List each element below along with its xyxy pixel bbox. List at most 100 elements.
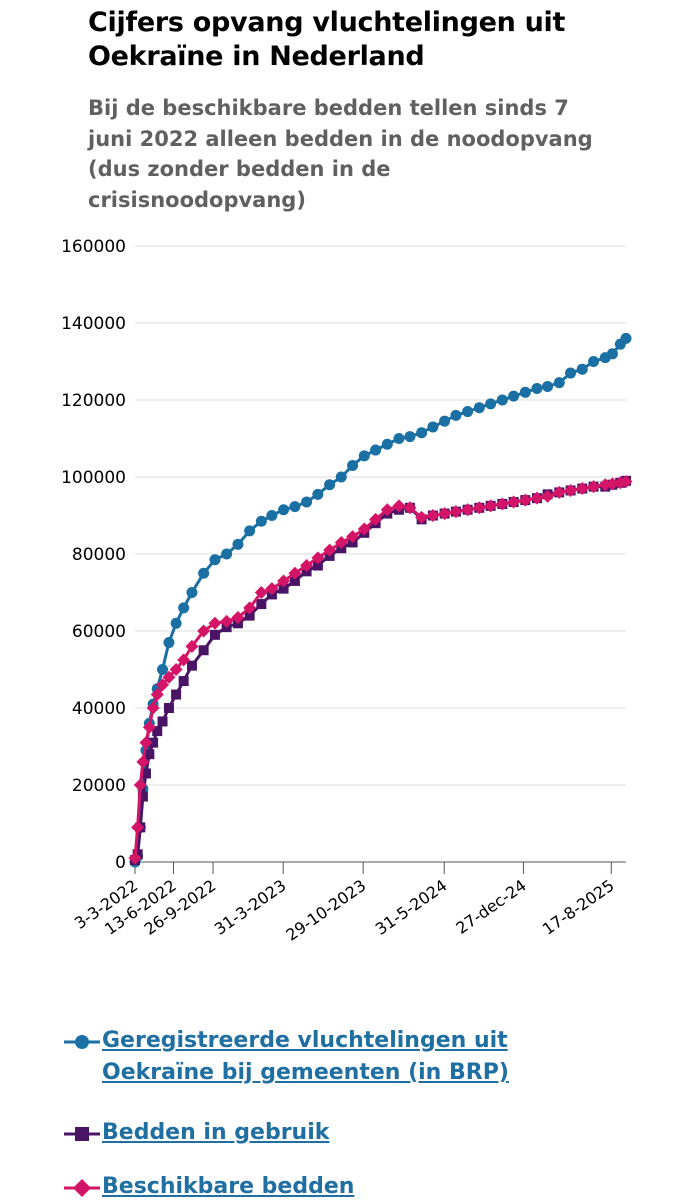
data-point-available-beds bbox=[162, 670, 176, 684]
legend-label-beds-in-use[interactable]: Bedden in gebruik bbox=[102, 1120, 330, 1145]
data-point-registered-refugees bbox=[278, 504, 290, 516]
data-point-registered-refugees bbox=[381, 438, 393, 450]
data-point-available-beds bbox=[265, 582, 279, 596]
y-tick-label: 120000 bbox=[61, 391, 126, 411]
data-point-available-beds bbox=[197, 624, 211, 638]
legend-item-available-beds[interactable]: Beschikbare bedden bbox=[62, 1171, 542, 1203]
data-point-available-beds bbox=[208, 616, 222, 630]
data-point-registered-refugees bbox=[565, 367, 577, 379]
y-tick-label: 100000 bbox=[61, 468, 126, 488]
data-point-registered-refugees bbox=[232, 538, 244, 550]
data-point-registered-refugees bbox=[301, 496, 313, 508]
data-point-registered-refugees bbox=[542, 381, 554, 393]
data-point-available-beds bbox=[334, 535, 348, 549]
data-point-available-beds bbox=[619, 475, 633, 489]
data-point-available-beds bbox=[136, 755, 150, 769]
data-point-available-beds bbox=[449, 505, 463, 519]
legend-label-available-beds[interactable]: Beschikbare bedden bbox=[102, 1174, 355, 1199]
data-point-registered-refugees bbox=[588, 356, 600, 367]
data-point-registered-refugees bbox=[186, 587, 198, 598]
y-tick-label: 160000 bbox=[61, 237, 126, 257]
data-point-available-beds bbox=[357, 522, 371, 536]
legend-square-marker-icon bbox=[64, 1127, 100, 1141]
data-point-registered-refugees bbox=[266, 510, 278, 521]
data-point-available-beds bbox=[541, 489, 555, 503]
data-point-available-beds bbox=[169, 663, 183, 676]
data-point-available-beds bbox=[277, 574, 291, 588]
data-point-available-beds bbox=[346, 530, 360, 544]
data-point-registered-refugees bbox=[255, 515, 267, 527]
data-point-available-beds bbox=[150, 688, 164, 702]
data-point-beds-in-use bbox=[312, 560, 323, 571]
data-point-available-beds bbox=[131, 820, 145, 834]
data-point-available-beds bbox=[254, 586, 268, 599]
data-point-registered-refugees bbox=[462, 406, 474, 418]
data-point-available-beds bbox=[530, 491, 544, 505]
data-point-beds-in-use bbox=[244, 610, 255, 621]
data-point-registered-refugees bbox=[393, 433, 405, 444]
data-point-beds-in-use bbox=[256, 599, 267, 610]
data-point-available-beds bbox=[564, 483, 578, 497]
data-point-available-beds bbox=[605, 477, 619, 491]
line-chart: 0 20000 40000 60000 80000 100000 120000 140000 1… bbox=[61, 237, 633, 945]
data-point-beds-in-use bbox=[148, 737, 159, 748]
x-tick-label: 27-dec-24 bbox=[452, 876, 529, 938]
chart-subtitle: Bij de beschikbare bedden tellen sinds 7… bbox=[88, 96, 593, 212]
data-point-registered-refugees bbox=[178, 602, 190, 614]
data-point-beds-in-use bbox=[171, 689, 182, 700]
data-point-available-beds bbox=[156, 678, 170, 692]
data-point-available-beds bbox=[369, 512, 383, 526]
y-tick-label: 0 bbox=[115, 853, 126, 873]
x-tick-label: 31-3-2023 bbox=[211, 876, 290, 939]
data-point-registered-refugees bbox=[289, 501, 301, 513]
data-point-registered-refugees bbox=[416, 427, 428, 439]
data-point-available-beds bbox=[518, 493, 532, 507]
data-point-beds-in-use bbox=[278, 583, 289, 594]
data-point-beds-in-use bbox=[198, 645, 209, 656]
data-point-registered-refugees bbox=[576, 363, 588, 375]
data-point-beds-in-use bbox=[163, 703, 174, 713]
data-point-registered-refugees bbox=[508, 390, 520, 402]
data-point-beds-in-use bbox=[157, 716, 168, 727]
data-point-registered-refugees bbox=[404, 431, 416, 443]
legend-label-registered[interactable]: Geregistreerde vluchtelingen uit Oekraïn… bbox=[102, 1028, 509, 1085]
data-point-registered-refugees bbox=[606, 348, 618, 360]
data-point-registered-refugees bbox=[209, 554, 221, 566]
data-point-registered-refugees bbox=[358, 450, 370, 462]
data-point-registered-refugees bbox=[244, 525, 256, 537]
data-point-beds-in-use bbox=[289, 575, 300, 586]
chart-title: Cijfers opvang vluchtelingen uit Oekraïn… bbox=[88, 7, 566, 72]
data-point-registered-refugees bbox=[163, 637, 175, 649]
data-point-beds-in-use bbox=[186, 660, 197, 671]
data-point-available-beds bbox=[288, 566, 302, 580]
data-point-available-beds bbox=[587, 480, 601, 494]
data-point-registered-refugees bbox=[170, 617, 182, 629]
data-point-available-beds bbox=[461, 503, 475, 517]
data-point-beds-in-use bbox=[144, 749, 155, 760]
data-point-registered-refugees bbox=[427, 421, 439, 433]
data-point-available-beds bbox=[484, 499, 498, 513]
data-point-registered-refugees bbox=[198, 567, 210, 579]
data-point-registered-refugees bbox=[450, 409, 462, 421]
data-point-registered-refugees bbox=[157, 664, 169, 675]
data-point-registered-refugees bbox=[485, 398, 497, 410]
legend-item-registered[interactable]: Geregistreerde vluchtelingen uit Oekraïn… bbox=[62, 1025, 542, 1089]
data-point-available-beds bbox=[426, 509, 440, 522]
data-point-registered-refugees bbox=[439, 415, 451, 427]
data-point-available-beds bbox=[139, 736, 153, 750]
data-point-available-beds bbox=[146, 701, 160, 715]
data-point-beds-in-use bbox=[140, 768, 151, 779]
data-point-available-beds bbox=[403, 501, 417, 515]
data-point-registered-refugees bbox=[496, 394, 508, 406]
data-point-available-beds bbox=[380, 503, 394, 517]
data-point-available-beds bbox=[128, 851, 142, 865]
legend-item-beds-in-use[interactable]: Bedden in gebruik bbox=[62, 1117, 542, 1149]
data-point-registered-refugees bbox=[620, 332, 632, 344]
data-point-registered-refugees bbox=[312, 488, 324, 500]
y-tick-label: 20000 bbox=[72, 776, 126, 796]
data-point-available-beds bbox=[552, 485, 566, 499]
data-point-available-beds bbox=[133, 778, 147, 792]
data-point-registered-refugees bbox=[324, 479, 336, 491]
legend-circle-marker-icon bbox=[64, 1035, 100, 1049]
data-point-available-beds bbox=[231, 611, 245, 625]
